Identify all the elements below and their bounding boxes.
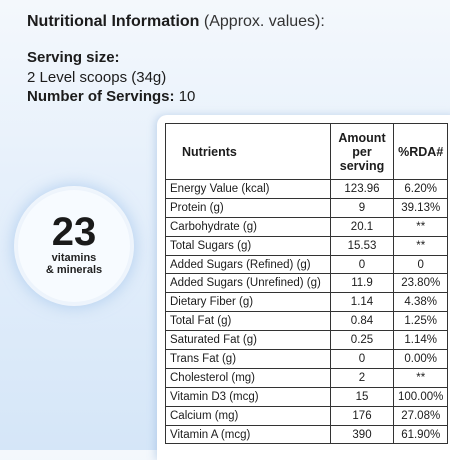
amount-value: 20.1	[330, 216, 394, 237]
nutrient-name: Protein (g)	[165, 197, 331, 218]
table-row: Protein (g) 9 39.13%	[165, 197, 449, 218]
amount-value: 0.84	[330, 311, 394, 332]
header-amount: Amount per serving	[330, 123, 394, 180]
amount-value: 2	[330, 367, 394, 388]
nutrient-name: Added Sugars (Refined) (g)	[165, 254, 331, 275]
header-amount-line3: serving	[339, 158, 385, 173]
rda-value: 61.90%	[392, 424, 449, 445]
rda-value: 39.13%	[392, 197, 449, 218]
table-row: Vitamin A (mcg) 390 61.90%	[165, 424, 449, 445]
table-row: Total Fat (g) 0.84 1.25%	[165, 311, 449, 332]
rda-value: 0	[392, 254, 449, 275]
table-header-row: Nutrients Amount per serving %RDA#	[165, 123, 449, 180]
table-row: Saturated Fat (g) 0.25 1.14%	[165, 330, 449, 351]
header-amount-line1: Amount	[338, 130, 386, 145]
nutrient-name: Vitamin D3 (mcg)	[165, 386, 331, 407]
table-row: Carbohydrate (g) 20.1 **	[165, 216, 449, 237]
rda-value: 100.00%	[392, 386, 449, 407]
nutrient-name: Dietary Fiber (g)	[165, 292, 331, 313]
title-bold: Nutritional Information	[27, 13, 200, 30]
badge-line2: & minerals	[45, 264, 103, 276]
table-row: Calcium (mg) 176 27.08%	[165, 405, 449, 426]
table-row: Cholesterol (mg) 2 **	[165, 367, 449, 388]
badge-line1: vitamins	[51, 252, 97, 264]
info-header: Nutritional Information (Approx. values)…	[27, 13, 447, 88]
table-row: Trans Fat (g) 0 0.00%	[165, 349, 449, 369]
table-row: Total Sugars (g) 15.53 **	[165, 235, 449, 256]
amount-value: 11.9	[330, 273, 394, 294]
amount-value: 15	[330, 386, 394, 407]
nutrient-name: Cholesterol (mg)	[165, 367, 331, 388]
amount-value: 123.96	[330, 179, 394, 199]
nutrient-name: Vitamin A (mcg)	[165, 424, 331, 445]
nutrient-name: Trans Fat (g)	[165, 349, 331, 369]
serving-size: Serving size: 2 Level scoops (34g)	[27, 48, 447, 88]
amount-value: 0.25	[330, 330, 394, 351]
rda-value: 1.25%	[392, 311, 449, 332]
table-row: Added Sugars (Refined) (g) 0 0	[165, 254, 449, 275]
page-title: Nutritional Information (Approx. values)…	[27, 13, 447, 31]
table-row: Vitamin D3 (mcg) 15 100.00%	[165, 386, 449, 407]
nutrient-name: Saturated Fat (g)	[165, 330, 331, 351]
amount-value: 390	[330, 424, 394, 445]
nutrient-name: Total Sugars (g)	[165, 235, 331, 256]
nutrient-name: Calcium (mg)	[165, 405, 331, 426]
amount-value: 9	[330, 197, 394, 218]
vitamins-badge: 23 vitamins & minerals	[18, 190, 130, 302]
table-row: Energy Value (kcal) 123.96 6.20%	[165, 179, 449, 199]
rda-value: **	[392, 235, 449, 256]
nutrition-table: Nutrients Amount per serving %RDA# Energ…	[165, 123, 449, 445]
nutrition-table-card: Nutrients Amount per serving %RDA# Energ…	[157, 115, 450, 460]
table-row: Added Sugars (Unrefined) (g) 11.9 23.80%	[165, 273, 449, 294]
rda-value: 27.08%	[392, 405, 449, 426]
amount-value: 0	[330, 254, 394, 275]
serving-size-value: 2 Level scoops (34g)	[27, 69, 167, 86]
serving-size-label: Serving size:	[27, 49, 120, 66]
table-row: Dietary Fiber (g) 1.14 4.38%	[165, 292, 449, 313]
header-nutrients: Nutrients	[165, 123, 331, 180]
title-light: (Approx. values):	[203, 13, 325, 30]
amount-value: 1.14	[330, 292, 394, 313]
rda-value: **	[392, 367, 449, 388]
servings-label: Number of Servings:	[27, 88, 175, 105]
nutrient-name: Total Fat (g)	[165, 311, 331, 332]
nutrient-name: Energy Value (kcal)	[165, 179, 331, 199]
rda-value: 1.14%	[392, 330, 449, 351]
amount-value: 176	[330, 405, 394, 426]
header-amount-line2: per	[352, 144, 372, 159]
amount-value: 15.53	[330, 235, 394, 256]
nutrient-name: Carbohydrate (g)	[165, 216, 331, 237]
servings-value: 10	[178, 88, 196, 105]
number-of-servings: Number of Servings: 10	[27, 88, 195, 105]
amount-value: 0	[330, 349, 394, 369]
rda-value: 6.20%	[392, 179, 449, 199]
rda-value: 4.38%	[392, 292, 449, 313]
nutrient-name: Added Sugars (Unrefined) (g)	[165, 273, 331, 294]
rda-value: 0.00%	[392, 349, 449, 369]
rda-value: **	[392, 216, 449, 237]
header-rda: %RDA#	[392, 123, 449, 180]
rda-value: 23.80%	[392, 273, 449, 294]
badge-number: 23	[51, 210, 97, 254]
